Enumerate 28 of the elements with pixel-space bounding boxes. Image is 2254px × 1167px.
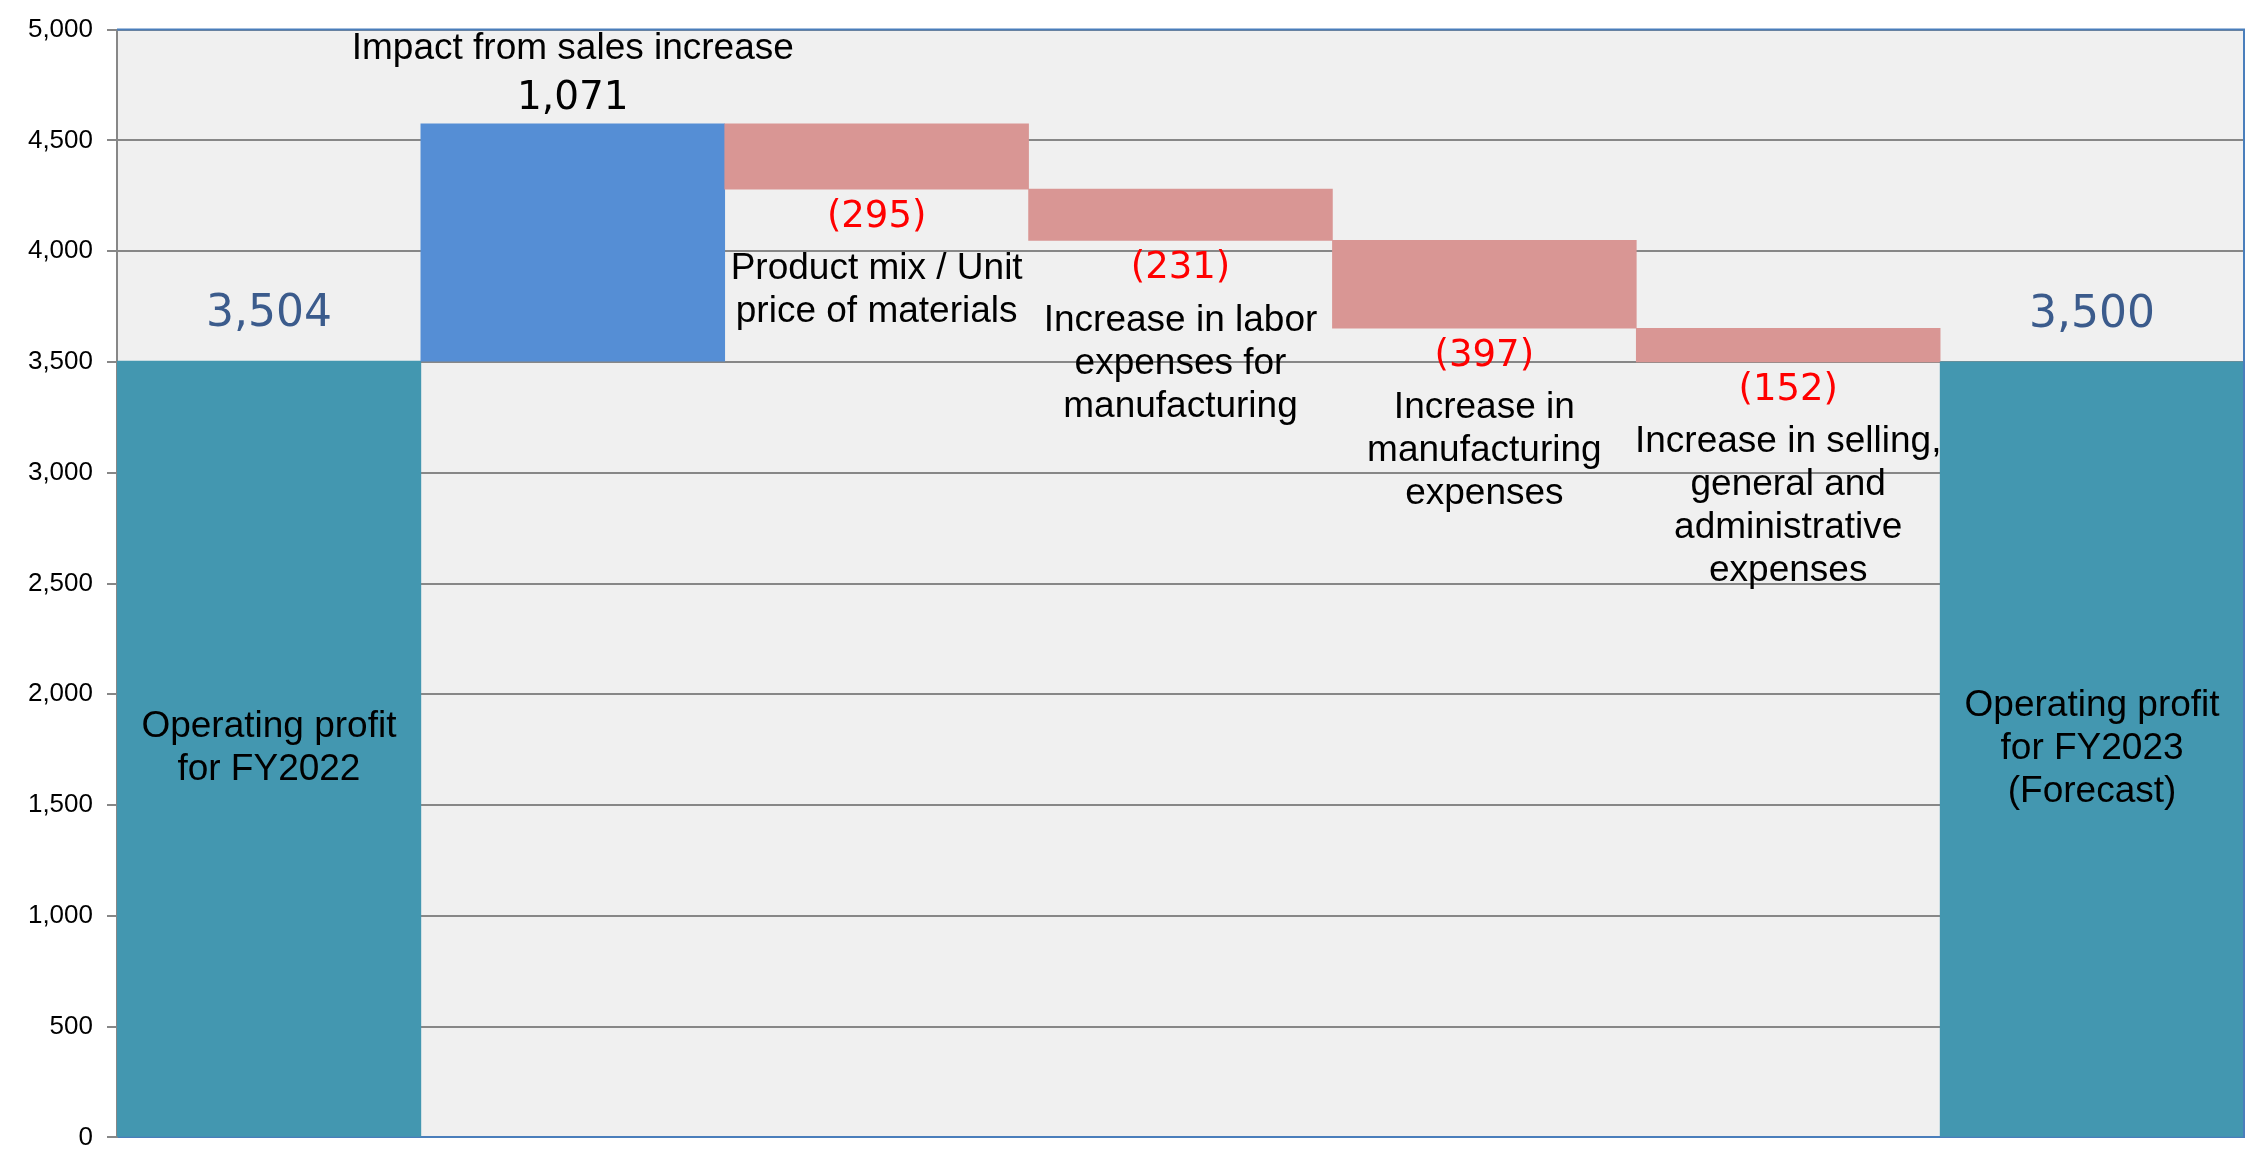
y-tick-label: 2,000 [27, 677, 93, 708]
data-label: 1,071 [516, 72, 629, 118]
data-label: 3,504 [205, 285, 332, 337]
y-tick-label: 3,500 [27, 345, 93, 376]
data-label: (152) [1738, 365, 1838, 409]
y-tick-label: 5,000 [27, 12, 93, 43]
y-tick-label: 0 [78, 1120, 93, 1151]
data-label: (295) [826, 192, 927, 236]
y-tick-label: 3,000 [27, 455, 93, 486]
data-label: (397) [1434, 331, 1535, 375]
bar [420, 123, 726, 362]
y-tick-label: 1,000 [27, 899, 93, 930]
x-tick-label: Increase in manufacturing expenses [1367, 385, 1602, 513]
x-tick-label: Operating profit for FY2022 [141, 704, 398, 789]
x-tick-label: Product mix / Unit price of materials [730, 246, 1024, 331]
y-tick-label: 4,000 [27, 234, 93, 265]
bar [117, 360, 422, 1137]
data-label: 3,500 [2029, 286, 2156, 338]
y-tick-label: 1,500 [27, 788, 93, 819]
y-tick-label: 500 [49, 1009, 93, 1040]
y-tick-label: 4,500 [27, 123, 93, 154]
x-tick-label: Operating profit for FY2023 (Forecast) [1964, 683, 2221, 811]
x-tick-label: Increase in selling, general and administrative expenses [1634, 419, 1942, 590]
data-label: (231) [1130, 243, 1231, 287]
x-tick-label: Increase in labor expenses for manufacturing [1043, 297, 1318, 425]
bar [1939, 361, 2244, 1137]
y-tick-label: 2,500 [27, 566, 93, 597]
x-tick-label: Impact from sales increase [351, 25, 794, 67]
